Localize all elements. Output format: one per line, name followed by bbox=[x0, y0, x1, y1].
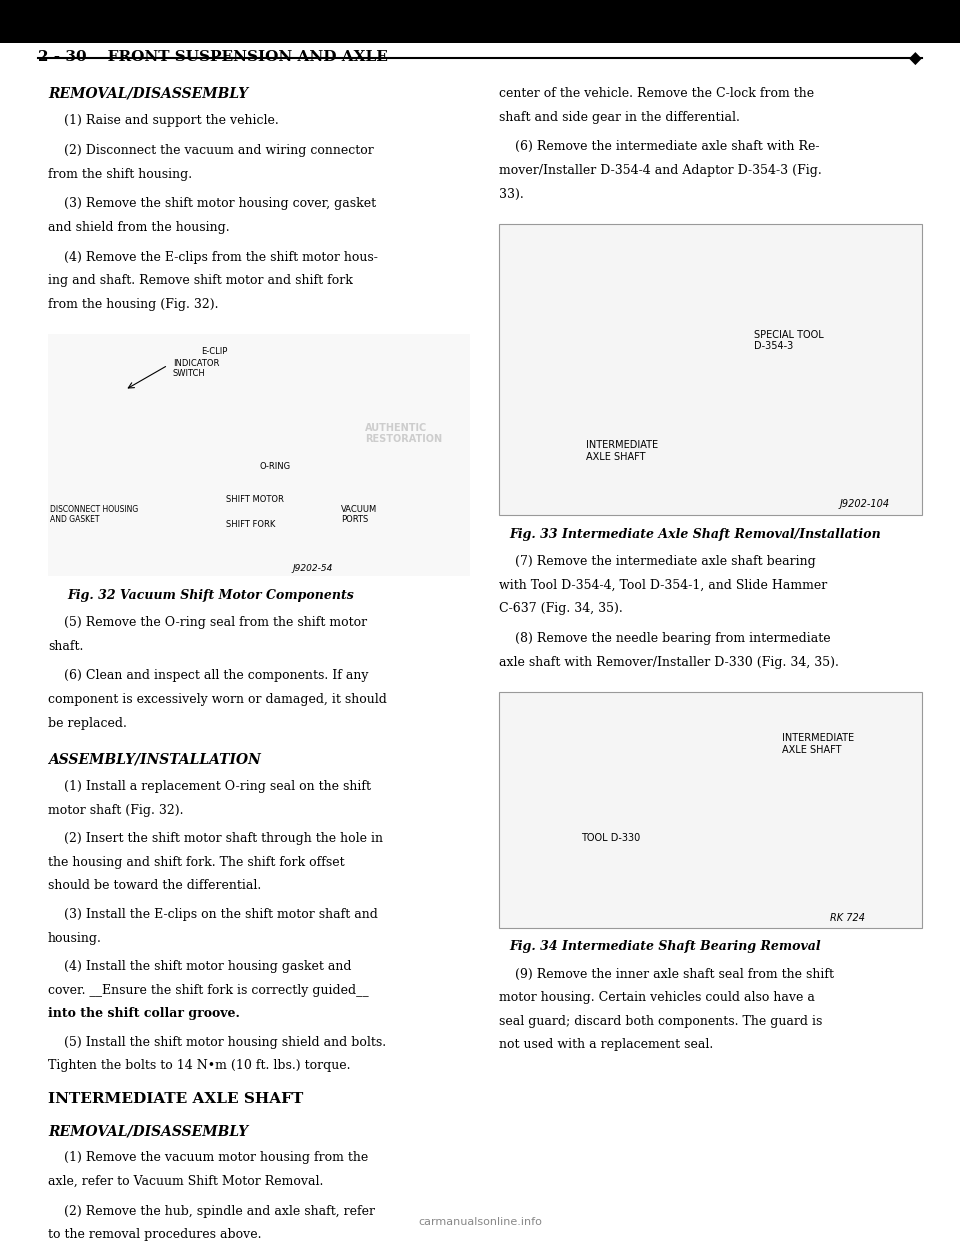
Text: (3) Install the E-clips on the shift motor shaft and: (3) Install the E-clips on the shift mot… bbox=[48, 908, 378, 920]
Text: AUTHENTIC
RESTORATION: AUTHENTIC RESTORATION bbox=[365, 422, 442, 445]
Text: REMOVAL/DISASSEMBLY: REMOVAL/DISASSEMBLY bbox=[48, 1124, 248, 1138]
Text: component is excessively worn or damaged, it should: component is excessively worn or damaged… bbox=[48, 693, 387, 705]
Text: (3) Remove the shift motor housing cover, gasket: (3) Remove the shift motor housing cover… bbox=[48, 197, 376, 210]
Text: the housing and shift fork. The shift fork offset: the housing and shift fork. The shift fo… bbox=[48, 856, 345, 868]
Text: DISCONNECT HOUSING
AND GASKET: DISCONNECT HOUSING AND GASKET bbox=[50, 504, 138, 524]
Text: 33).: 33). bbox=[499, 188, 524, 200]
Text: SHIFT FORK: SHIFT FORK bbox=[226, 520, 275, 529]
Text: Fig. 34 Intermediate Shaft Bearing Removal: Fig. 34 Intermediate Shaft Bearing Remov… bbox=[509, 940, 821, 953]
Text: with Tool D-354-4, Tool D-354-1, and Slide Hammer: with Tool D-354-4, Tool D-354-1, and Sli… bbox=[499, 579, 828, 591]
Text: INTERMEDIATE
AXLE SHAFT: INTERMEDIATE AXLE SHAFT bbox=[782, 733, 854, 754]
Text: should be toward the differential.: should be toward the differential. bbox=[48, 879, 261, 892]
Text: (1) Raise and support the vehicle.: (1) Raise and support the vehicle. bbox=[48, 114, 278, 127]
Text: VACUUM
PORTS: VACUUM PORTS bbox=[341, 504, 377, 524]
Text: INDICATOR
SWITCH: INDICATOR SWITCH bbox=[173, 359, 219, 379]
Text: SPECIAL TOOL
D-354-3: SPECIAL TOOL D-354-3 bbox=[754, 329, 824, 351]
FancyBboxPatch shape bbox=[499, 692, 922, 928]
Text: to the removal procedures above.: to the removal procedures above. bbox=[48, 1228, 261, 1241]
FancyBboxPatch shape bbox=[499, 224, 922, 515]
Text: (4) Remove the E-clips from the shift motor hous-: (4) Remove the E-clips from the shift mo… bbox=[48, 251, 378, 263]
Text: (5) Install the shift motor housing shield and bolts.: (5) Install the shift motor housing shie… bbox=[48, 1036, 386, 1048]
Text: motor housing. Certain vehicles could also have a: motor housing. Certain vehicles could al… bbox=[499, 991, 815, 1004]
Text: Fig. 33 Intermediate Axle Shaft Removal/Installation: Fig. 33 Intermediate Axle Shaft Removal/… bbox=[509, 528, 880, 540]
Text: carmanualsonline.info: carmanualsonline.info bbox=[418, 1217, 542, 1227]
Text: O-RING: O-RING bbox=[259, 462, 290, 471]
Text: 2 - 30    FRONT SUSPENSION AND AXLE: 2 - 30 FRONT SUSPENSION AND AXLE bbox=[38, 50, 388, 63]
Text: shaft and side gear in the differential.: shaft and side gear in the differential. bbox=[499, 111, 740, 123]
Text: center of the vehicle. Remove the C-lock from the: center of the vehicle. Remove the C-lock… bbox=[499, 87, 814, 99]
Text: E-CLIP: E-CLIP bbox=[202, 347, 228, 355]
FancyBboxPatch shape bbox=[0, 0, 960, 43]
Text: mover/Installer D-354-4 and Adaptor D-354-3 (Fig.: mover/Installer D-354-4 and Adaptor D-35… bbox=[499, 164, 822, 176]
Text: INTERMEDIATE AXLE SHAFT: INTERMEDIATE AXLE SHAFT bbox=[48, 1092, 303, 1105]
Text: REMOVAL/DISASSEMBLY: REMOVAL/DISASSEMBLY bbox=[48, 87, 248, 101]
Text: (6) Clean and inspect all the components. If any: (6) Clean and inspect all the components… bbox=[48, 669, 369, 682]
Text: J9202-104: J9202-104 bbox=[840, 499, 890, 509]
Text: J9202-54: J9202-54 bbox=[293, 564, 333, 573]
Text: (8) Remove the needle bearing from intermediate: (8) Remove the needle bearing from inter… bbox=[499, 632, 830, 645]
Text: and shield from the housing.: and shield from the housing. bbox=[48, 221, 229, 233]
Text: ing and shaft. Remove shift motor and shift fork: ing and shaft. Remove shift motor and sh… bbox=[48, 274, 353, 287]
Text: TOOL D-330: TOOL D-330 bbox=[581, 833, 640, 843]
Text: axle shaft with Remover/Installer D-330 (Fig. 34, 35).: axle shaft with Remover/Installer D-330 … bbox=[499, 656, 839, 668]
Text: from the shift housing.: from the shift housing. bbox=[48, 168, 192, 180]
Text: C-637 (Fig. 34, 35).: C-637 (Fig. 34, 35). bbox=[499, 602, 623, 615]
Text: not used with a replacement seal.: not used with a replacement seal. bbox=[499, 1038, 713, 1051]
Text: motor shaft (Fig. 32).: motor shaft (Fig. 32). bbox=[48, 804, 183, 816]
Text: from the housing (Fig. 32).: from the housing (Fig. 32). bbox=[48, 298, 219, 310]
Text: housing.: housing. bbox=[48, 932, 102, 944]
Text: cover. __Ensure the shift fork is correctly guided__: cover. __Ensure the shift fork is correc… bbox=[48, 984, 369, 996]
Text: INTERMEDIATE
AXLE SHAFT: INTERMEDIATE AXLE SHAFT bbox=[586, 441, 658, 462]
Text: into the shift collar groove.: into the shift collar groove. bbox=[48, 1007, 240, 1020]
Text: shaft.: shaft. bbox=[48, 640, 84, 652]
Text: Fig. 32 Vacuum Shift Motor Components: Fig. 32 Vacuum Shift Motor Components bbox=[67, 589, 354, 601]
Text: (9) Remove the inner axle shaft seal from the shift: (9) Remove the inner axle shaft seal fro… bbox=[499, 968, 834, 980]
Text: (1) Remove the vacuum motor housing from the: (1) Remove the vacuum motor housing from… bbox=[48, 1151, 369, 1164]
Text: Tighten the bolts to 14 N•m (10 ft. lbs.) torque.: Tighten the bolts to 14 N•m (10 ft. lbs.… bbox=[48, 1059, 350, 1072]
Text: (5) Remove the O-ring seal from the shift motor: (5) Remove the O-ring seal from the shif… bbox=[48, 616, 367, 628]
Text: seal guard; discard both components. The guard is: seal guard; discard both components. The… bbox=[499, 1015, 823, 1027]
Text: RK 724: RK 724 bbox=[830, 913, 865, 923]
Text: (7) Remove the intermediate axle shaft bearing: (7) Remove the intermediate axle shaft b… bbox=[499, 555, 816, 568]
Text: (2) Insert the shift motor shaft through the hole in: (2) Insert the shift motor shaft through… bbox=[48, 832, 383, 845]
Text: ASSEMBLY/INSTALLATION: ASSEMBLY/INSTALLATION bbox=[48, 753, 261, 766]
Text: (4) Install the shift motor housing gasket and: (4) Install the shift motor housing gask… bbox=[48, 960, 351, 972]
Text: axle, refer to Vacuum Shift Motor Removal.: axle, refer to Vacuum Shift Motor Remova… bbox=[48, 1175, 324, 1187]
Text: (6) Remove the intermediate axle shaft with Re-: (6) Remove the intermediate axle shaft w… bbox=[499, 140, 820, 153]
Text: SHIFT MOTOR: SHIFT MOTOR bbox=[226, 496, 283, 504]
Text: (2) Disconnect the vacuum and wiring connector: (2) Disconnect the vacuum and wiring con… bbox=[48, 144, 373, 156]
FancyBboxPatch shape bbox=[48, 334, 470, 576]
Text: be replaced.: be replaced. bbox=[48, 717, 127, 729]
Text: (2) Remove the hub, spindle and axle shaft, refer: (2) Remove the hub, spindle and axle sha… bbox=[48, 1205, 375, 1217]
Text: (1) Install a replacement O-ring seal on the shift: (1) Install a replacement O-ring seal on… bbox=[48, 780, 371, 792]
Text: ◆: ◆ bbox=[909, 50, 922, 67]
